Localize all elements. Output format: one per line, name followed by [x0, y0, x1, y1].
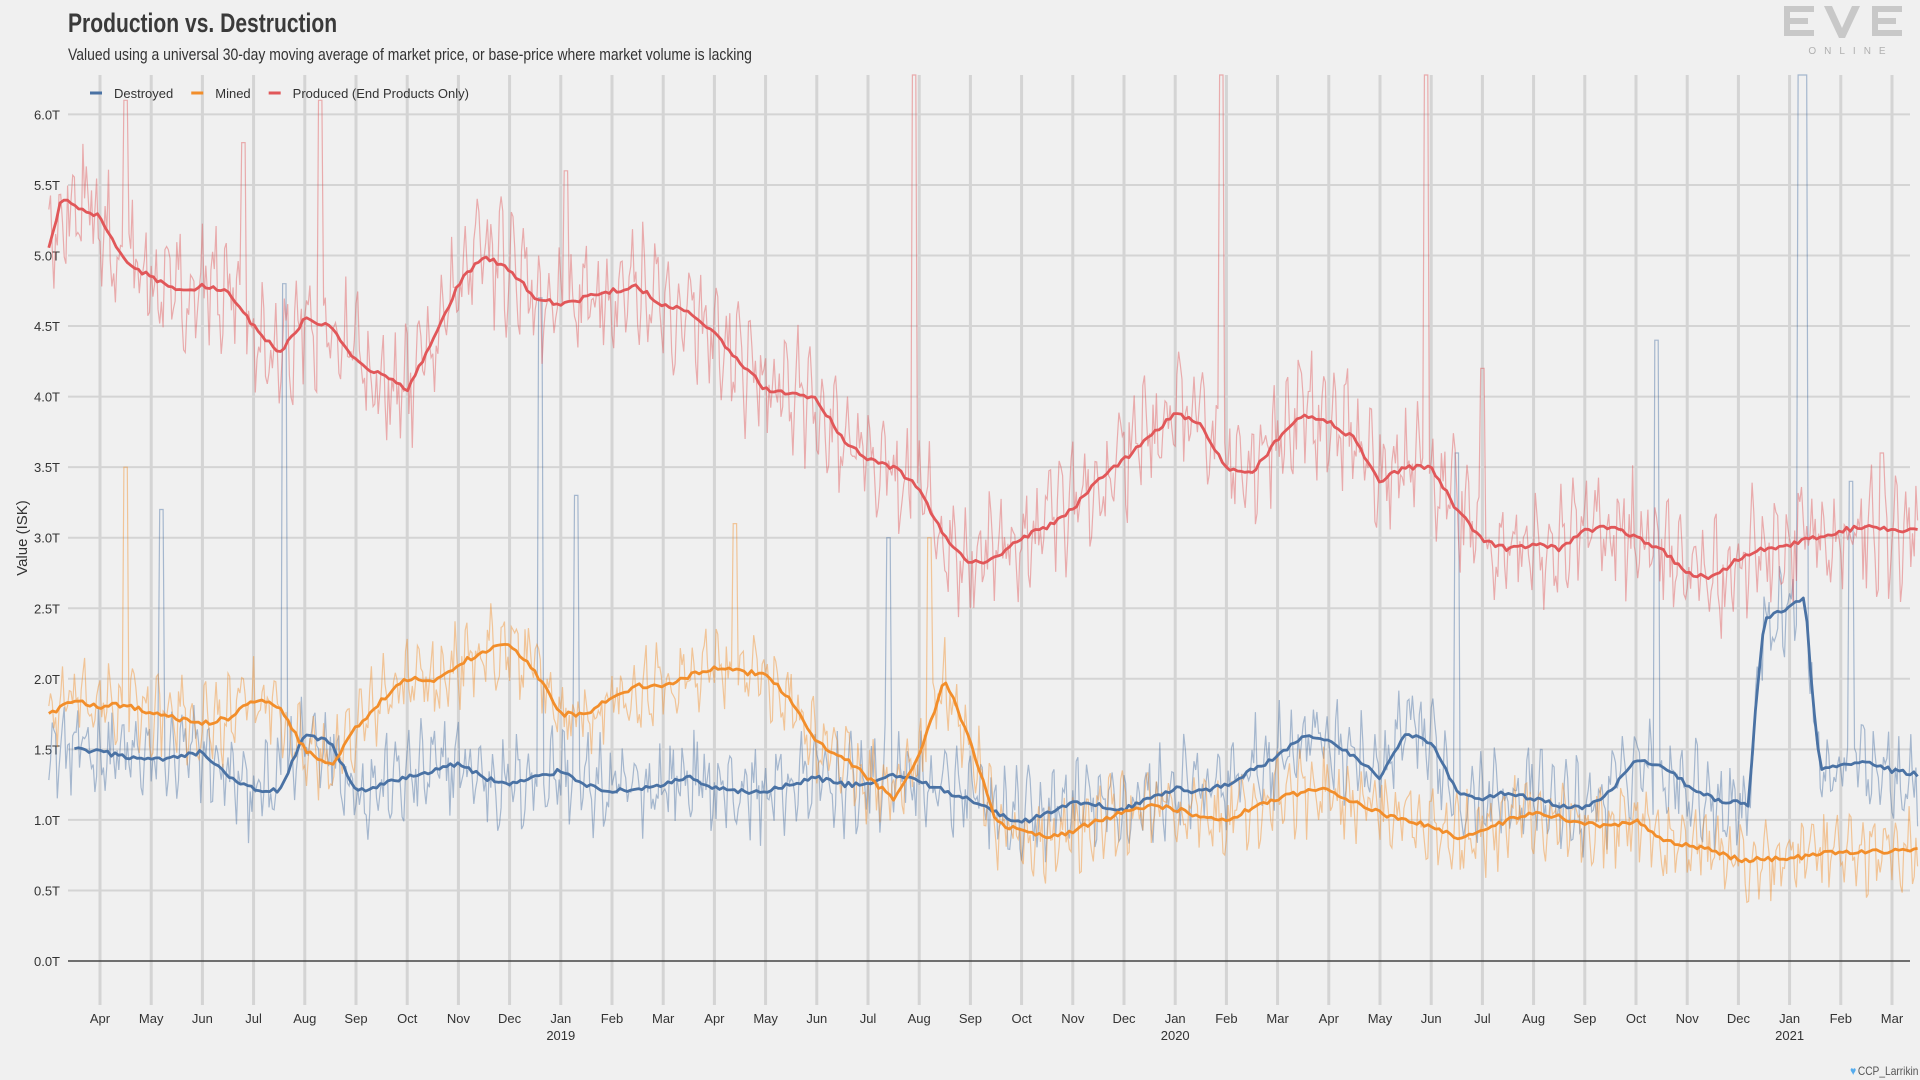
x-tick-label: Mar: [1881, 1011, 1904, 1026]
x-tick-label: Jul: [245, 1011, 262, 1026]
eve-online-logo: [1784, 6, 1902, 38]
author-credit: ♥ CCP_Larrikin: [1850, 1064, 1918, 1078]
x-year-label: 2021: [1775, 1028, 1804, 1043]
moving-average-layer: [47, 198, 1919, 864]
legend: Destroyed Mined Produced (End Products Onl…: [90, 86, 469, 101]
x-tick-label: Apr: [1319, 1011, 1340, 1026]
eve-online-logo-subtext: ONLINE: [1808, 46, 1894, 57]
x-tick-label: Jun: [806, 1011, 827, 1026]
average-line-mined: [48, 643, 1918, 864]
x-tick-label: Oct: [397, 1011, 418, 1026]
x-tick-label: Jan: [1165, 1011, 1186, 1026]
y-tick-label: 2.5T: [34, 601, 60, 616]
y-tick-label: 0.5T: [34, 883, 60, 898]
daily-line-produced-end-products-only-: [48, 74, 1919, 639]
x-tick-label: Feb: [1215, 1011, 1237, 1026]
legend-label: Produced (End Products Only): [293, 86, 469, 101]
author-handle: CCP_Larrikin: [1857, 1064, 1918, 1078]
x-tick-label: Mar: [652, 1011, 675, 1026]
y-tick-label: 0.0T: [34, 954, 60, 969]
y-tick-label: 1.5T: [34, 742, 60, 757]
chart-title: Production vs. Destruction: [68, 8, 338, 38]
y-tick-label: 4.0T: [34, 390, 60, 405]
x-tick-label: Jul: [860, 1011, 877, 1026]
y-tick-label: 4.5T: [34, 319, 60, 334]
legend-label: Mined: [215, 86, 250, 101]
x-tick-label: Nov: [1061, 1011, 1085, 1026]
x-tick-label: Dec: [1112, 1011, 1136, 1026]
x-tick-label: Jul: [1474, 1011, 1491, 1026]
legend-label: Destroyed: [114, 86, 173, 101]
y-tick-label: 1.0T: [34, 813, 60, 828]
daily-line-destroyed: [48, 74, 1919, 863]
x-tick-label: Jun: [1421, 1011, 1442, 1026]
average-line-destroyed: [74, 596, 1919, 824]
x-tick-label: Jan: [550, 1011, 571, 1026]
x-tick-label: Nov: [447, 1011, 471, 1026]
x-year-label: 2019: [546, 1028, 575, 1043]
x-tick-label: Nov: [1676, 1011, 1700, 1026]
x-tick-label: Jan: [1779, 1011, 1800, 1026]
x-tick-label: Oct: [1011, 1011, 1032, 1026]
y-tick-label: 2.0T: [34, 672, 60, 687]
x-tick-label: Feb: [1830, 1011, 1852, 1026]
average-line-produced-end-products-only-: [47, 198, 1918, 580]
y-tick-label: 3.0T: [34, 531, 60, 546]
x-tick-label: Aug: [293, 1011, 316, 1026]
x-tick-label: May: [139, 1011, 164, 1026]
chart-subtitle: Valued using a universal 30-day moving a…: [68, 45, 752, 64]
x-tick-label: Jun: [192, 1011, 213, 1026]
x-tick-label: Aug: [908, 1011, 931, 1026]
y-axis-label: Value (ISK): [14, 500, 31, 576]
x-tick-label: Sep: [1573, 1011, 1596, 1026]
x-year-label: 2020: [1161, 1028, 1190, 1043]
twitter-bird-icon: ♥: [1849, 1064, 1856, 1078]
x-tick-label: Feb: [601, 1011, 623, 1026]
x-tick-label: Sep: [959, 1011, 982, 1026]
x-tick-label: Dec: [1727, 1011, 1751, 1026]
daily-series-layer: [48, 74, 1919, 904]
x-tick-label: Sep: [344, 1011, 367, 1026]
y-tick-label: 6.0T: [34, 107, 60, 122]
x-tick-label: Apr: [704, 1011, 725, 1026]
x-tick-label: Apr: [90, 1011, 111, 1026]
x-tick-label: Aug: [1522, 1011, 1545, 1026]
y-tick-label: 5.0T: [34, 249, 60, 264]
y-tick-label: 5.5T: [34, 178, 60, 193]
x-tick-label: Oct: [1626, 1011, 1647, 1026]
x-tick-label: May: [753, 1011, 778, 1026]
y-tick-label: 3.5T: [34, 460, 60, 475]
x-tick-label: Dec: [498, 1011, 522, 1026]
x-tick-label: Mar: [1266, 1011, 1289, 1026]
axis-layer: 0.0T 0.5T 1.0T 1.5T 2.0T 2.5T 3.0T 3.5T 4.0T 4.5T…: [34, 107, 1910, 1043]
daily-line-mined: [48, 466, 1919, 904]
x-tick-label: May: [1368, 1011, 1393, 1026]
